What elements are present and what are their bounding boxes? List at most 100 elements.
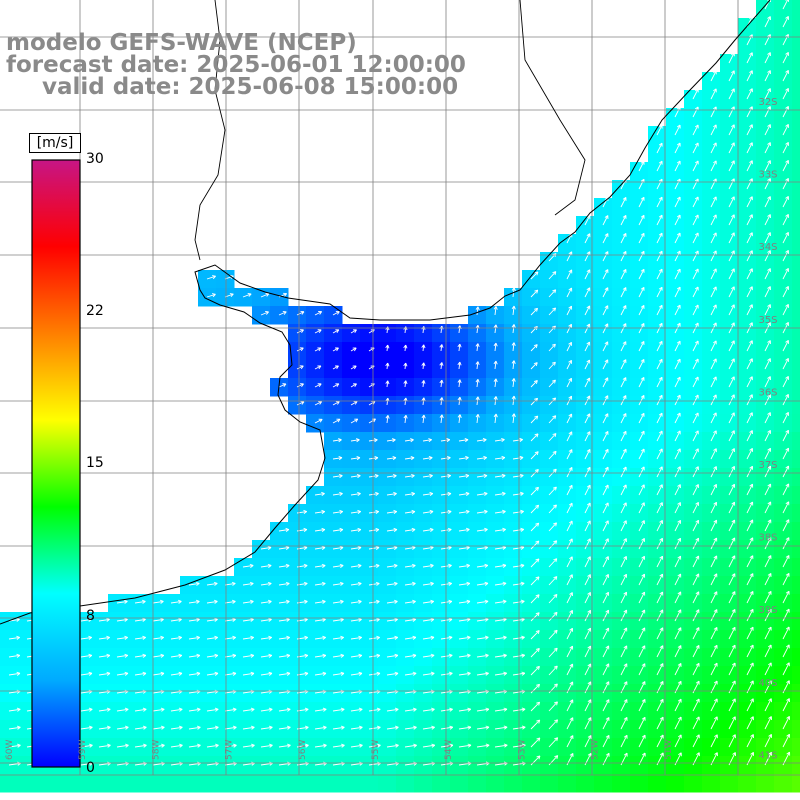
wind-arrow — [242, 599, 254, 604]
wind-arrow — [368, 491, 379, 497]
wind-speed-cell — [594, 450, 613, 469]
wind-arrow — [404, 527, 416, 532]
wind-speed-cell — [774, 504, 793, 523]
wind-arrow — [494, 473, 506, 478]
wind-speed-cell — [702, 126, 721, 145]
wind-arrow — [242, 725, 255, 730]
wind-speed-cell — [666, 540, 685, 559]
wind-arrow — [764, 430, 771, 442]
wind-arrow — [602, 591, 610, 604]
wind-speed-cell — [756, 342, 775, 361]
wind-speed-cell — [558, 432, 577, 451]
wind-arrow — [493, 413, 498, 424]
wind-arrow — [278, 725, 291, 730]
wind-speed-cell — [648, 342, 667, 361]
wind-speed-cell — [738, 342, 757, 361]
wind-arrow — [710, 573, 718, 586]
wind-arrow — [116, 635, 128, 640]
wind-speed-cell — [594, 702, 613, 721]
wind-arrow — [332, 725, 345, 730]
wind-arrow — [80, 743, 93, 748]
wind-arrow — [566, 413, 573, 424]
wind-arrow — [728, 250, 735, 262]
wind-speed-cell — [720, 180, 739, 199]
wind-arrow — [584, 413, 591, 424]
wind-speed-cell — [666, 666, 685, 685]
wind-speed-cell — [702, 756, 721, 775]
wind-arrow — [782, 644, 790, 658]
wind-arrow — [656, 502, 663, 514]
wind-speed-cell — [666, 774, 685, 793]
wind-speed-cell — [576, 720, 595, 739]
wind-speed-cell — [612, 270, 631, 289]
wind-speed-cell — [468, 360, 487, 379]
wind-arrow — [764, 644, 772, 658]
wind-speed-cell — [648, 270, 667, 289]
wind-arrow — [710, 250, 717, 262]
wind-arrow — [764, 394, 771, 406]
wind-arrow — [278, 743, 291, 748]
wind-speed-cell — [774, 720, 793, 739]
wind-speed-cell — [558, 486, 577, 505]
wind-speed-cell — [522, 522, 541, 541]
wind-arrow — [620, 520, 627, 532]
wind-speed-cell — [486, 774, 505, 793]
wind-arrow — [674, 160, 681, 172]
wind-arrow — [458, 545, 470, 550]
wind-speed-cell — [594, 576, 613, 595]
wind-arrow — [386, 725, 399, 730]
wind-speed-cell — [396, 324, 415, 343]
wind-arrow — [566, 627, 574, 640]
wind-speed-cell — [792, 630, 800, 649]
wind-speed-cell — [666, 612, 685, 631]
wind-speed-cell — [666, 324, 685, 343]
wind-arrow — [782, 340, 789, 352]
wind-speed-cell — [684, 720, 703, 739]
wind-arrow — [350, 401, 358, 406]
wind-arrow — [530, 307, 538, 316]
wind-arrow — [512, 509, 524, 514]
wind-arrow — [656, 142, 663, 154]
wind-speed-cell — [144, 774, 163, 793]
wind-speed-cell — [684, 234, 703, 253]
lat-label: 41S — [758, 750, 777, 761]
wind-speed-cell — [612, 378, 631, 397]
wind-arrow — [746, 376, 753, 388]
wind-speed-cell — [774, 36, 793, 55]
wind-arrow — [728, 358, 735, 370]
wind-speed-cell — [630, 612, 649, 631]
wind-arrow — [674, 286, 681, 298]
wind-arrow — [656, 698, 664, 712]
wind-arrow — [656, 340, 663, 352]
wind-speed-cell — [738, 486, 757, 505]
wind-arrow — [674, 232, 681, 244]
wind-speed-cell — [648, 180, 667, 199]
wind-arrow — [350, 383, 357, 388]
wind-arrow — [530, 737, 541, 748]
wind-speed-cell — [756, 720, 775, 739]
lon-label: 55W — [371, 740, 381, 760]
wind-arrow — [692, 376, 699, 388]
wind-arrow — [746, 430, 753, 442]
wind-speed-cell — [576, 738, 595, 757]
wind-speed-cell — [594, 234, 613, 253]
wind-arrow — [692, 268, 699, 280]
wind-speed-cell — [720, 126, 739, 145]
wind-speed-cell — [792, 612, 800, 631]
wind-speed-cell — [684, 486, 703, 505]
wind-arrow — [566, 305, 573, 316]
wind-speed-cell — [792, 180, 800, 199]
wind-speed-cell — [702, 360, 721, 379]
wind-arrow — [638, 555, 645, 568]
wind-speed-cell — [720, 540, 739, 559]
wind-arrow — [566, 395, 573, 406]
wind-speed-cell — [432, 414, 451, 433]
wind-speed-cell — [738, 594, 757, 613]
wind-arrow — [674, 268, 681, 280]
wind-speed-cell — [666, 450, 685, 469]
wind-arrow — [728, 573, 736, 586]
wind-arrow — [439, 344, 444, 352]
wind-arrow — [710, 555, 718, 568]
wind-arrow — [278, 653, 291, 658]
wind-speed-cell — [666, 378, 685, 397]
